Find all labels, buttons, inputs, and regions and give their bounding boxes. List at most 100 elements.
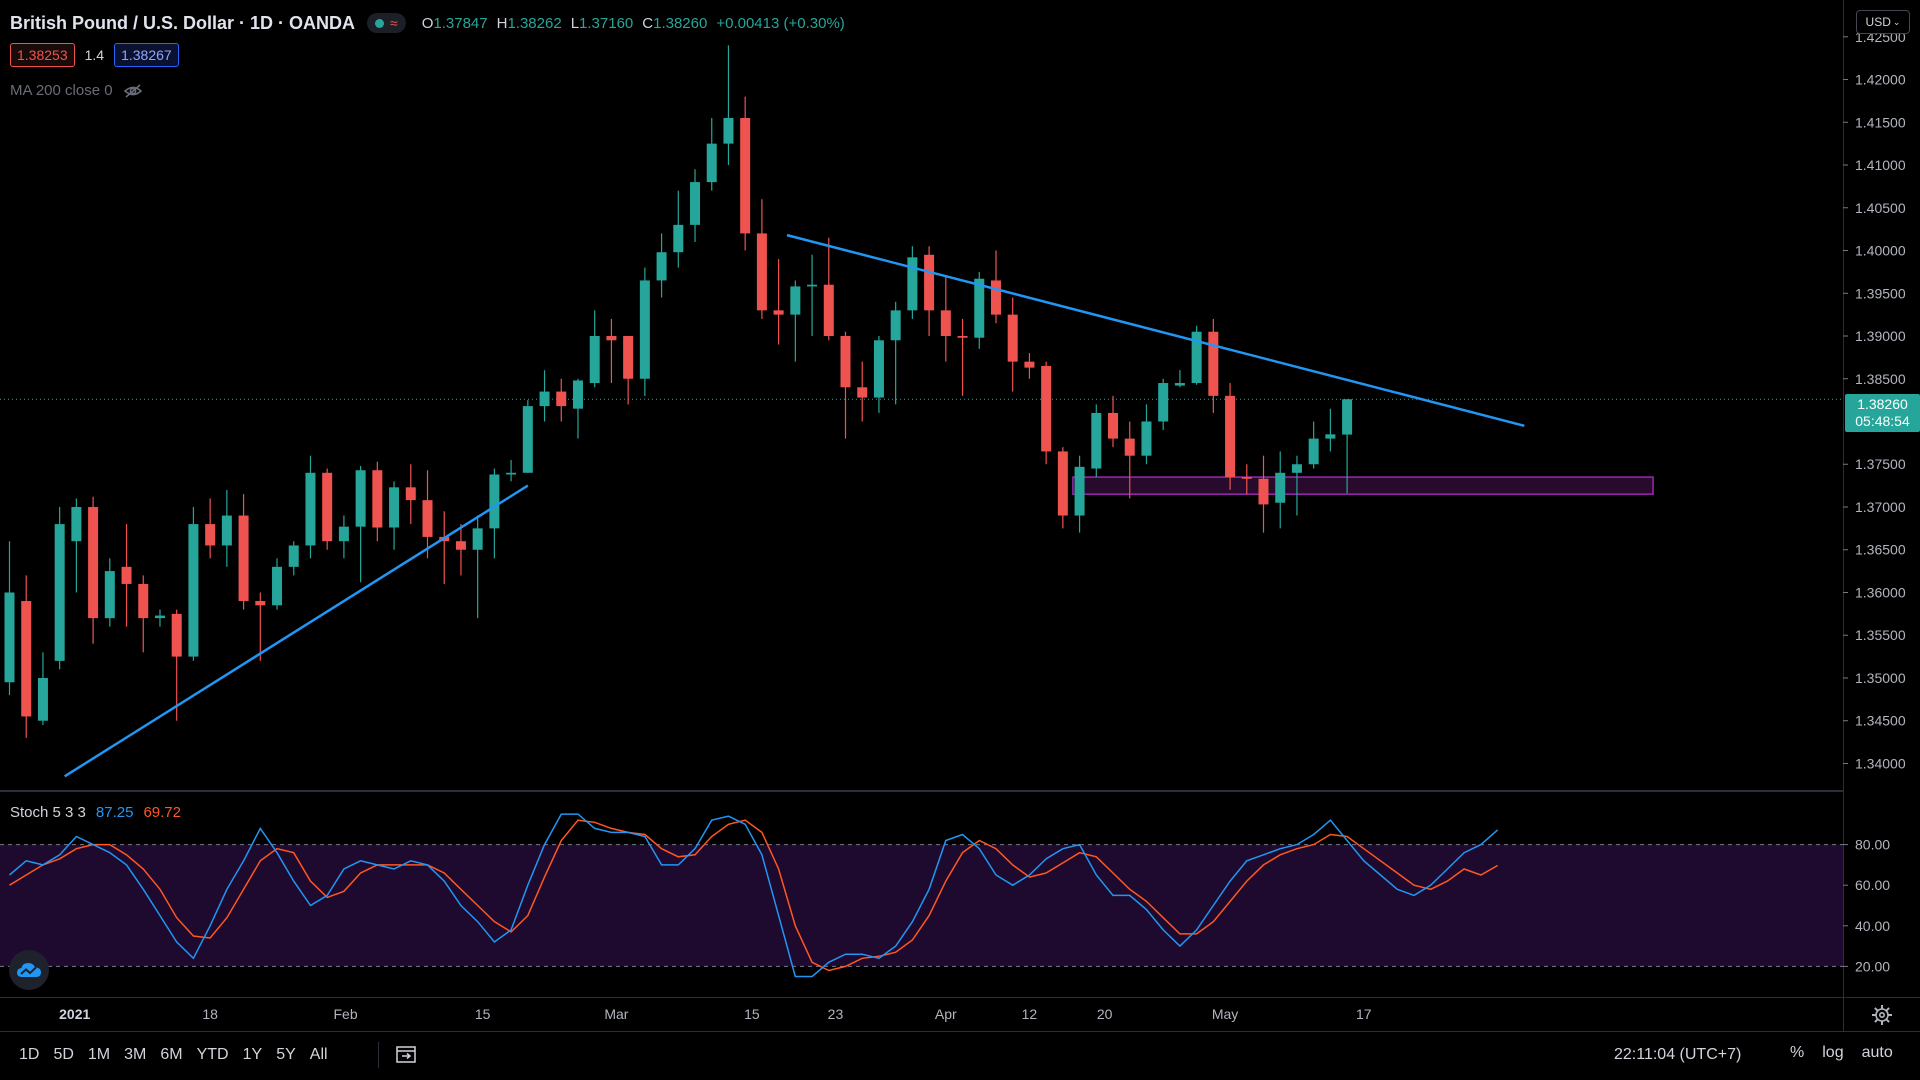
range-1d-button[interactable]: 1D [19,1046,40,1063]
candle-body [1241,477,1252,479]
candle [840,331,851,439]
symbol-title[interactable]: British Pound / U.S. Dollar · 1D · OANDA [10,12,356,33]
candle [606,318,617,384]
candle-body [405,487,416,501]
price-tick-label: 1.41000 [1855,157,1906,173]
candle-body [272,566,283,606]
candle-body [1342,399,1353,435]
candle-body [71,506,82,542]
candle-body [1108,412,1119,439]
tradingview-logo-button[interactable] [9,950,49,990]
candle-body [54,524,65,661]
candle [1174,370,1185,388]
cloud-logo-icon [17,963,41,977]
candle [338,515,349,559]
candle [221,489,232,567]
candle-body [790,286,801,315]
candle-body [924,254,935,311]
market-status[interactable]: ≈ [367,13,406,33]
candle [355,465,366,583]
candle-body [857,387,868,398]
trendline [786,233,1525,427]
buy-price-button[interactable]: 1.38267 [114,43,179,67]
candle [322,468,333,550]
stoch-tick-label: 60.00 [1855,877,1890,893]
wave-icon: ≈ [390,15,398,31]
candle-body [1258,478,1269,505]
candle [188,506,199,661]
time-tick-label: 18 [202,1006,218,1022]
candle [924,246,935,337]
price-tick-label: 1.40000 [1855,243,1906,259]
time-tick-label: 15 [744,1006,760,1022]
candle-body [773,310,784,315]
close-label: C [642,14,654,32]
stoch-legend[interactable]: Stoch 5 3 3 87.25 69.72 [10,804,181,821]
stoch-tick-label: 80.00 [1855,837,1890,853]
candle-body [422,500,433,537]
candle-body [205,524,216,546]
candle [489,468,500,559]
log-scale-button[interactable]: log [1822,1044,1844,1061]
currency-selector[interactable]: USD ⌄ [1856,10,1910,34]
candle-body [823,284,834,337]
range-all-button[interactable]: All [309,1046,328,1063]
range-5d-button[interactable]: 5D [53,1046,74,1063]
eye-hidden-icon[interactable] [123,83,143,99]
price-tick-label: 1.34000 [1855,755,1906,771]
candle-body [221,515,232,546]
last-price-value: 1.38260 [1857,396,1908,412]
candle-body [723,117,734,144]
range-6m-button[interactable]: 6M [160,1046,183,1063]
settings-gear-icon[interactable] [1870,1003,1894,1027]
candle [556,378,567,422]
time-tick-label: Feb [334,1006,358,1022]
candle [1007,297,1018,392]
range-3m-button[interactable]: 3M [124,1046,147,1063]
candle-body [1275,472,1286,503]
candle-body [1057,451,1068,516]
candle-body [639,280,650,379]
stoch-tick-label: 20.00 [1855,958,1890,974]
candle-body [873,340,884,398]
candle [1241,464,1252,495]
candle-body [1191,331,1202,384]
candle-body [807,284,818,287]
auto-scale-button[interactable]: auto [1861,1044,1893,1061]
candle-body [840,336,851,388]
stoch-d-line [9,819,1498,972]
percent-scale-button[interactable]: % [1790,1044,1805,1061]
candle-body [489,474,500,529]
candle-body [338,526,349,542]
currency-label: USD [1865,15,1891,29]
candle-body [288,545,299,567]
low-label: L [570,14,580,32]
candle [940,276,951,362]
range-1m-button[interactable]: 1M [87,1046,111,1063]
candle [589,310,600,388]
candle [71,498,82,593]
price-tick-label: 1.35000 [1855,670,1906,686]
time-tick-label: May [1212,1006,1238,1022]
candle-body [890,310,901,341]
candle-body [974,278,985,338]
sell-price-button[interactable]: 1.38253 [10,43,75,67]
range-1y-button[interactable]: 1Y [242,1046,263,1063]
ma-label: MA 200 close 0 [10,82,113,99]
ma-legend[interactable]: MA 200 close 0 [10,82,143,99]
price-tick-label: 1.37000 [1855,499,1906,515]
range-5y-button[interactable]: 5Y [276,1046,296,1063]
go-to-date-icon[interactable] [394,1042,420,1068]
candle-body [472,528,483,550]
clock-timezone[interactable]: 22:11:04 (UTC+7) [1614,1046,1742,1063]
low-value: 1.37160 [579,14,634,32]
candle-body [606,336,617,341]
candle-body [1208,331,1219,396]
time-tick-label: Mar [604,1006,628,1022]
candle-body [990,280,1001,315]
candle [1024,353,1035,379]
candle [255,592,266,661]
candle [1191,325,1202,385]
range-ytd-button[interactable]: YTD [196,1046,229,1063]
